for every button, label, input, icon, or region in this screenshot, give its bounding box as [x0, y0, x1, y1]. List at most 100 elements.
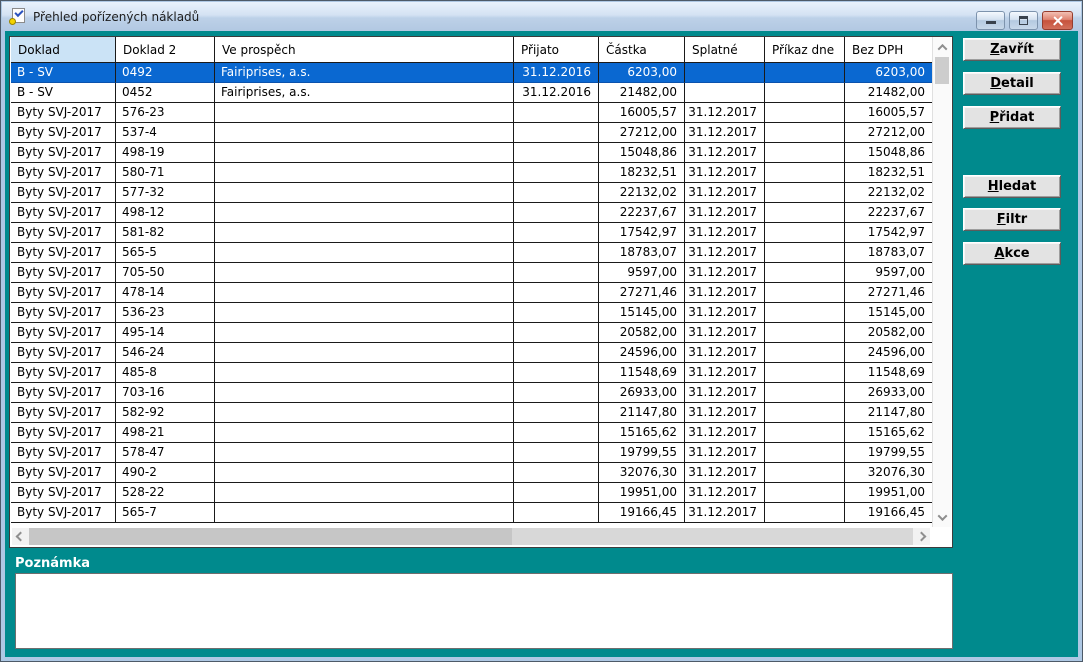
- table-row[interactable]: Byty SVJ-2017 528-22 19951,00 31.12.2017 199…: [11, 483, 933, 503]
- vertical-scroll-thumb[interactable]: [935, 57, 949, 84]
- scroll-down-button[interactable]: [933, 509, 951, 525]
- table-row[interactable]: Byty SVJ-2017 565-5 18783,07 31.12.2017 1878…: [11, 243, 933, 263]
- column-header-doklad-2[interactable]: Doklad 2: [116, 37, 215, 63]
- add-button[interactable]: Přidat: [963, 106, 1061, 129]
- column-header-stka[interactable]: Částka: [599, 37, 685, 63]
- cell-stka: 26933,00: [599, 383, 685, 403]
- table-row[interactable]: Byty SVJ-2017 498-19 15048,86 31.12.2017 150…: [11, 143, 933, 163]
- cell-doklad-2: 498-12: [116, 203, 215, 223]
- table-row[interactable]: Byty SVJ-2017 495-14 20582,00 31.12.2017 205…: [11, 323, 933, 343]
- cell-p-kaz-dne: [765, 263, 845, 283]
- table-row[interactable]: Byty SVJ-2017 565-7 19166,45 31.12.2017 1916…: [11, 503, 933, 523]
- side-button-panel: Zavřít Detail Přidat Hledat Filtr Akce: [963, 31, 1061, 331]
- cell-stka: 20582,00: [599, 323, 685, 343]
- detail-button[interactable]: Detail: [963, 72, 1061, 95]
- cell-stka: 6203,00: [599, 63, 685, 83]
- cell-bez-dph: 19166,45: [845, 503, 933, 523]
- table-row[interactable]: Byty SVJ-2017 485-8 11548,69 31.12.2017 1154…: [11, 363, 933, 383]
- cell-stka: 16005,57: [599, 103, 685, 123]
- cell-doklad: Byty SVJ-2017: [11, 343, 116, 363]
- cell-bez-dph: 6203,00: [845, 63, 933, 83]
- table-row[interactable]: Byty SVJ-2017 580-71 18232,51 31.12.2017 182…: [11, 163, 933, 183]
- scroll-right-button[interactable]: [913, 528, 930, 545]
- horizontal-scroll-thumb[interactable]: [29, 528, 512, 545]
- column-header-ve-prosp-ch[interactable]: Ve prospěch: [215, 37, 514, 63]
- table-body: B - SV 0492 Fairiprises, a.s. 31.12.2016 620…: [11, 63, 933, 523]
- filter-button[interactable]: Filtr: [963, 208, 1061, 231]
- cell-splatn: 31.12.2017: [685, 263, 765, 283]
- close-view-button[interactable]: Zavřít: [963, 38, 1061, 61]
- note-textarea[interactable]: [15, 573, 953, 649]
- cell-doklad: Byty SVJ-2017: [11, 303, 116, 323]
- table-row[interactable]: Byty SVJ-2017 478-14 27271,46 31.12.2017 272…: [11, 283, 933, 303]
- cell-doklad: Byty SVJ-2017: [11, 263, 116, 283]
- cell-p-ijato: [514, 463, 599, 483]
- table-row[interactable]: B - SV 0492 Fairiprises, a.s. 31.12.2016 620…: [11, 63, 933, 83]
- cell-stka: 15165,62: [599, 423, 685, 443]
- column-header-doklad[interactable]: Doklad: [11, 37, 116, 63]
- table-row[interactable]: Byty SVJ-2017 582-92 21147,80 31.12.2017 211…: [11, 403, 933, 423]
- cell-splatn: 31.12.2017: [685, 483, 765, 503]
- cell-p-kaz-dne: [765, 383, 845, 403]
- cell-ve-prosp-ch: [215, 343, 514, 363]
- cell-ve-prosp-ch: [215, 463, 514, 483]
- close-button[interactable]: [1042, 11, 1073, 30]
- cell-doklad: Byty SVJ-2017: [11, 383, 116, 403]
- cell-splatn: [685, 83, 765, 103]
- note-label: Poznámka: [15, 556, 91, 571]
- minimize-button[interactable]: [976, 11, 1005, 30]
- search-button[interactable]: Hledat: [963, 175, 1061, 198]
- cell-stka: 19166,45: [599, 503, 685, 523]
- cell-p-ijato: [514, 363, 599, 383]
- cell-stka: 18232,51: [599, 163, 685, 183]
- cell-bez-dph: 24596,00: [845, 343, 933, 363]
- scroll-left-button[interactable]: [12, 528, 29, 545]
- table-row[interactable]: Byty SVJ-2017 498-21 15165,62 31.12.2017 151…: [11, 423, 933, 443]
- action-button[interactable]: Akce: [963, 242, 1061, 265]
- column-header-bez-dph[interactable]: Bez DPH: [845, 37, 933, 63]
- table-row[interactable]: Byty SVJ-2017 705-50 9597,00 31.12.2017 9597…: [11, 263, 933, 283]
- cell-bez-dph: 18232,51: [845, 163, 933, 183]
- cell-doklad: Byty SVJ-2017: [11, 363, 116, 383]
- cell-p-kaz-dne: [765, 283, 845, 303]
- cell-doklad: Byty SVJ-2017: [11, 243, 116, 263]
- cell-splatn: 31.12.2017: [685, 203, 765, 223]
- table-row[interactable]: Byty SVJ-2017 581-82 17542,97 31.12.2017 175…: [11, 223, 933, 243]
- cell-ve-prosp-ch: [215, 283, 514, 303]
- cell-splatn: 31.12.2017: [685, 423, 765, 443]
- horizontal-scrollbar[interactable]: [12, 528, 930, 545]
- cell-p-kaz-dne: [765, 463, 845, 483]
- cell-bez-dph: 15145,00: [845, 303, 933, 323]
- cell-doklad-2: 485-8: [116, 363, 215, 383]
- cell-ve-prosp-ch: [215, 163, 514, 183]
- column-header-p-kaz-dne[interactable]: Příkaz dne: [765, 37, 845, 63]
- table-row[interactable]: Byty SVJ-2017 537-4 27212,00 31.12.2017 2721…: [11, 123, 933, 143]
- table-row[interactable]: B - SV 0452 Fairiprises, a.s. 31.12.2016 214…: [11, 83, 933, 103]
- cell-splatn: 31.12.2017: [685, 143, 765, 163]
- table-row[interactable]: Byty SVJ-2017 578-47 19799,55 31.12.2017 197…: [11, 443, 933, 463]
- cell-ve-prosp-ch: Fairiprises, a.s.: [215, 83, 514, 103]
- cell-stka: 11548,69: [599, 363, 685, 383]
- cell-bez-dph: 21147,80: [845, 403, 933, 423]
- table-row[interactable]: Byty SVJ-2017 498-12 22237,67 31.12.2017 222…: [11, 203, 933, 223]
- cell-p-kaz-dne: [765, 203, 845, 223]
- cell-p-ijato: [514, 263, 599, 283]
- table-row[interactable]: Byty SVJ-2017 703-16 26933,00 31.12.2017 269…: [11, 383, 933, 403]
- maximize-button[interactable]: [1009, 11, 1038, 30]
- records-table-panel: Doklad Doklad 2 Ve prospěch Přijato Částka Sp…: [9, 36, 953, 548]
- table-row[interactable]: Byty SVJ-2017 490-2 32076,30 31.12.2017 3207…: [11, 463, 933, 483]
- table-row[interactable]: Byty SVJ-2017 576-23 16005,57 31.12.2017 160…: [11, 103, 933, 123]
- column-header-splatn[interactable]: Splatné: [685, 37, 765, 63]
- cell-bez-dph: 20582,00: [845, 323, 933, 343]
- chevron-left-icon: [15, 531, 26, 542]
- table-row[interactable]: Byty SVJ-2017 546-24 24596,00 31.12.2017 245…: [11, 343, 933, 363]
- column-header-p-ijato[interactable]: Přijato: [514, 37, 599, 63]
- table-row[interactable]: Byty SVJ-2017 536-23 15145,00 31.12.2017 151…: [11, 303, 933, 323]
- cell-p-ijato: [514, 443, 599, 463]
- cell-ve-prosp-ch: [215, 223, 514, 243]
- vertical-scrollbar[interactable]: [932, 37, 951, 527]
- cell-p-ijato: [514, 223, 599, 243]
- cell-stka: 19799,55: [599, 443, 685, 463]
- table-row[interactable]: Byty SVJ-2017 577-32 22132,02 31.12.2017 221…: [11, 183, 933, 203]
- scroll-up-button[interactable]: [933, 39, 951, 55]
